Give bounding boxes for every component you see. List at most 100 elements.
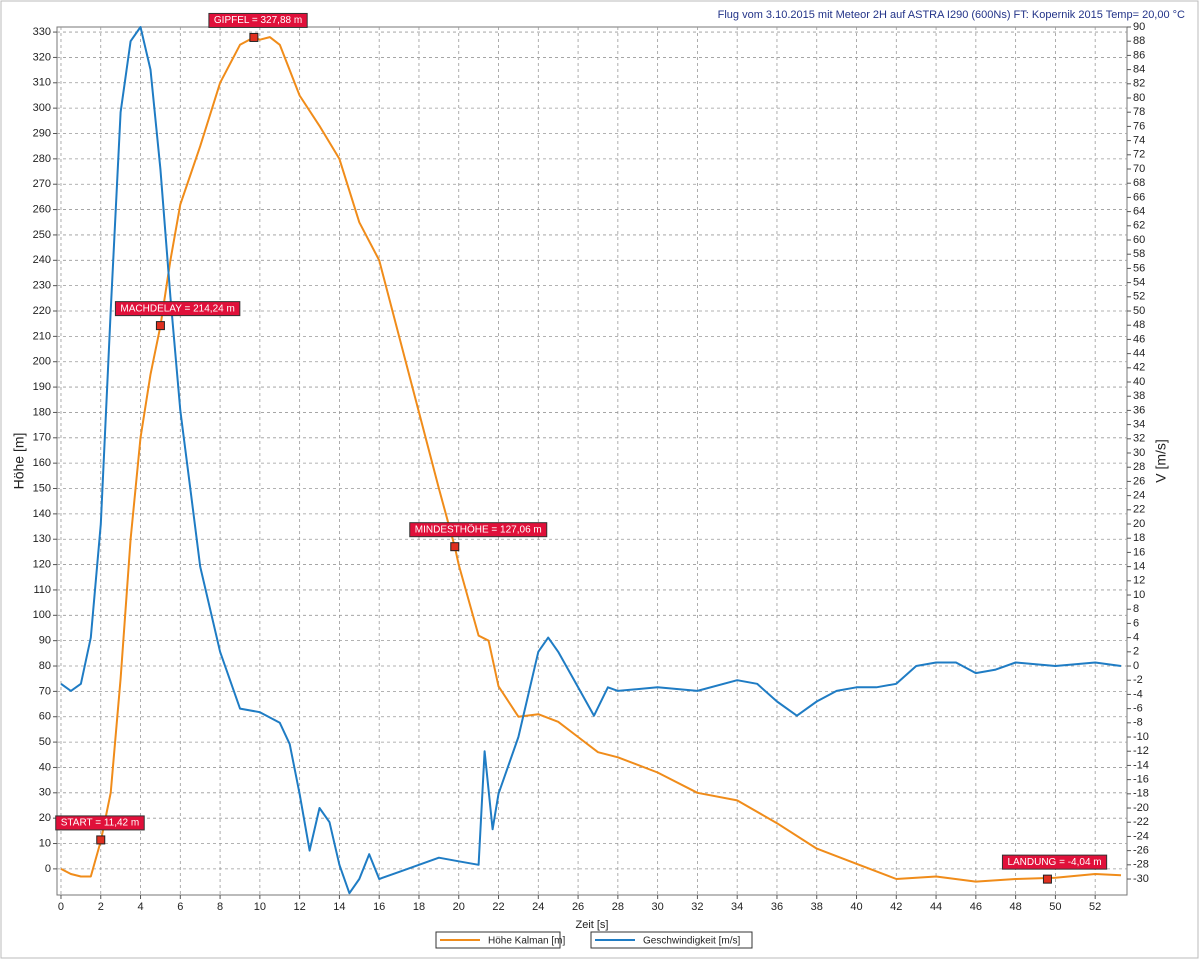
x-tick-label: 16 <box>373 901 385 913</box>
y-tick-label: 250 <box>33 229 51 241</box>
y2-tick-label: -20 <box>1133 802 1149 814</box>
y2-tick-label: -2 <box>1133 674 1143 686</box>
y-tick-label: 290 <box>33 127 51 139</box>
y2-tick-label: 12 <box>1133 575 1145 587</box>
y2-tick-label: 52 <box>1133 291 1145 303</box>
y-tick-label: 310 <box>33 77 51 89</box>
y2-tick-label: 14 <box>1133 561 1145 573</box>
y-tick-label: 240 <box>33 254 51 266</box>
legend-box <box>435 931 561 949</box>
y2-tick-label: 74 <box>1133 135 1145 147</box>
annotation-marker <box>450 542 460 552</box>
annotation-marker <box>96 835 106 845</box>
x-tick-label: 42 <box>890 901 902 913</box>
y2-tick-label: 20 <box>1133 518 1145 530</box>
y2-tick-label: 26 <box>1133 475 1145 487</box>
x-tick-label: 32 <box>691 901 703 913</box>
annotation-marker <box>1042 874 1052 884</box>
y2-tick-label: 64 <box>1133 206 1145 218</box>
y2-tick-label: 22 <box>1133 504 1145 516</box>
y2-tick-label: 60 <box>1133 234 1145 246</box>
y2-tick-label: -18 <box>1133 788 1149 800</box>
annotation: START = 11,42 m <box>55 815 145 831</box>
annotation: GIPFEL = 327,88 m <box>208 12 308 28</box>
x-tick-label: 14 <box>333 901 345 913</box>
y-tick-label: 190 <box>33 381 51 393</box>
y-tick-label: 50 <box>39 736 51 748</box>
y2-tick-label: 88 <box>1133 35 1145 47</box>
y2-tick-label: -26 <box>1133 845 1149 857</box>
y2-tick-label: 90 <box>1133 21 1145 33</box>
y2-tick-label: 62 <box>1133 220 1145 232</box>
annotation-label: GIPFEL = 327,88 m <box>214 15 302 26</box>
y2-tick-label: -6 <box>1133 703 1143 715</box>
y-tick-label: 180 <box>33 406 51 418</box>
x-tick-label: 40 <box>850 901 862 913</box>
y2-tick-label: 42 <box>1133 362 1145 374</box>
annotation-box <box>55 815 145 831</box>
y2-tick-label: -30 <box>1133 873 1149 885</box>
y2-tick-label: -24 <box>1133 830 1149 842</box>
y-tick-label: 40 <box>39 761 51 773</box>
annotation-marker <box>249 32 259 42</box>
y-tick-label: 220 <box>33 305 51 317</box>
y2-tick-label: 36 <box>1133 404 1145 416</box>
y-tick-label: 200 <box>33 356 51 368</box>
y2-tick-label: 30 <box>1133 447 1145 459</box>
y2-tick-label: 56 <box>1133 262 1145 274</box>
y-tick-label: 80 <box>39 660 51 672</box>
y-tick-label: 100 <box>33 609 51 621</box>
y2-tick-label: 2 <box>1133 646 1139 658</box>
y-tick-label: 10 <box>39 837 51 849</box>
x-tick-label: 44 <box>930 901 942 913</box>
y2-tick-label: -16 <box>1133 774 1149 786</box>
legend-box <box>590 931 753 949</box>
y2-axis-label: V [m/s] <box>1153 439 1169 483</box>
plot-area <box>56 26 1128 896</box>
x-tick-label: 2 <box>98 901 104 913</box>
y2-tick-label: 8 <box>1133 603 1139 615</box>
x-tick-label: 4 <box>137 901 143 913</box>
y2-tick-label: 76 <box>1133 120 1145 132</box>
x-tick-label: 48 <box>1009 901 1021 913</box>
y2-tick-label: 48 <box>1133 319 1145 331</box>
y2-tick-label: 4 <box>1133 632 1139 644</box>
y2-tick-label: 40 <box>1133 376 1145 388</box>
y2-tick-label: 54 <box>1133 277 1145 289</box>
x-tick-label: 52 <box>1089 901 1101 913</box>
y2-tick-label: 66 <box>1133 191 1145 203</box>
annotation: MACHDELAY = 214,24 m <box>114 301 241 317</box>
series-line <box>60 26 1122 895</box>
y2-tick-label: 34 <box>1133 419 1145 431</box>
legend-label: Höhe Kalman [m] <box>488 936 565 947</box>
y2-tick-label: 68 <box>1133 177 1145 189</box>
annotation: LANDUNG = -4,04 m <box>1001 854 1108 870</box>
y-tick-label: 90 <box>39 635 51 647</box>
x-tick-label: 18 <box>413 901 425 913</box>
y2-tick-label: -22 <box>1133 816 1149 828</box>
y-tick-label: 0 <box>45 863 51 875</box>
y-tick-label: 150 <box>33 482 51 494</box>
y-tick-label: 140 <box>33 508 51 520</box>
annotation: MINDESTHÖHE = 127,06 m <box>409 522 548 538</box>
x-tick-label: 28 <box>612 901 624 913</box>
annotation-marker <box>155 321 165 331</box>
y2-tick-label: 86 <box>1133 49 1145 61</box>
series-line <box>60 36 1122 883</box>
y-tick-label: 280 <box>33 153 51 165</box>
y2-tick-label: 80 <box>1133 92 1145 104</box>
x-tick-label: 50 <box>1049 901 1061 913</box>
y2-tick-label: 84 <box>1133 64 1145 76</box>
x-tick-label: 36 <box>771 901 783 913</box>
y-tick-label: 270 <box>33 178 51 190</box>
x-tick-label: 38 <box>811 901 823 913</box>
legend-label: Geschwindigkeit [m/s] <box>643 936 740 947</box>
y2-tick-label: 78 <box>1133 106 1145 118</box>
y2-tick-label: 16 <box>1133 546 1145 558</box>
y2-tick-label: -12 <box>1133 745 1149 757</box>
x-tick-label: 46 <box>970 901 982 913</box>
y2-tick-label: 82 <box>1133 78 1145 90</box>
y-tick-label: 60 <box>39 711 51 723</box>
y2-tick-label: -28 <box>1133 859 1149 871</box>
x-tick-label: 20 <box>453 901 465 913</box>
